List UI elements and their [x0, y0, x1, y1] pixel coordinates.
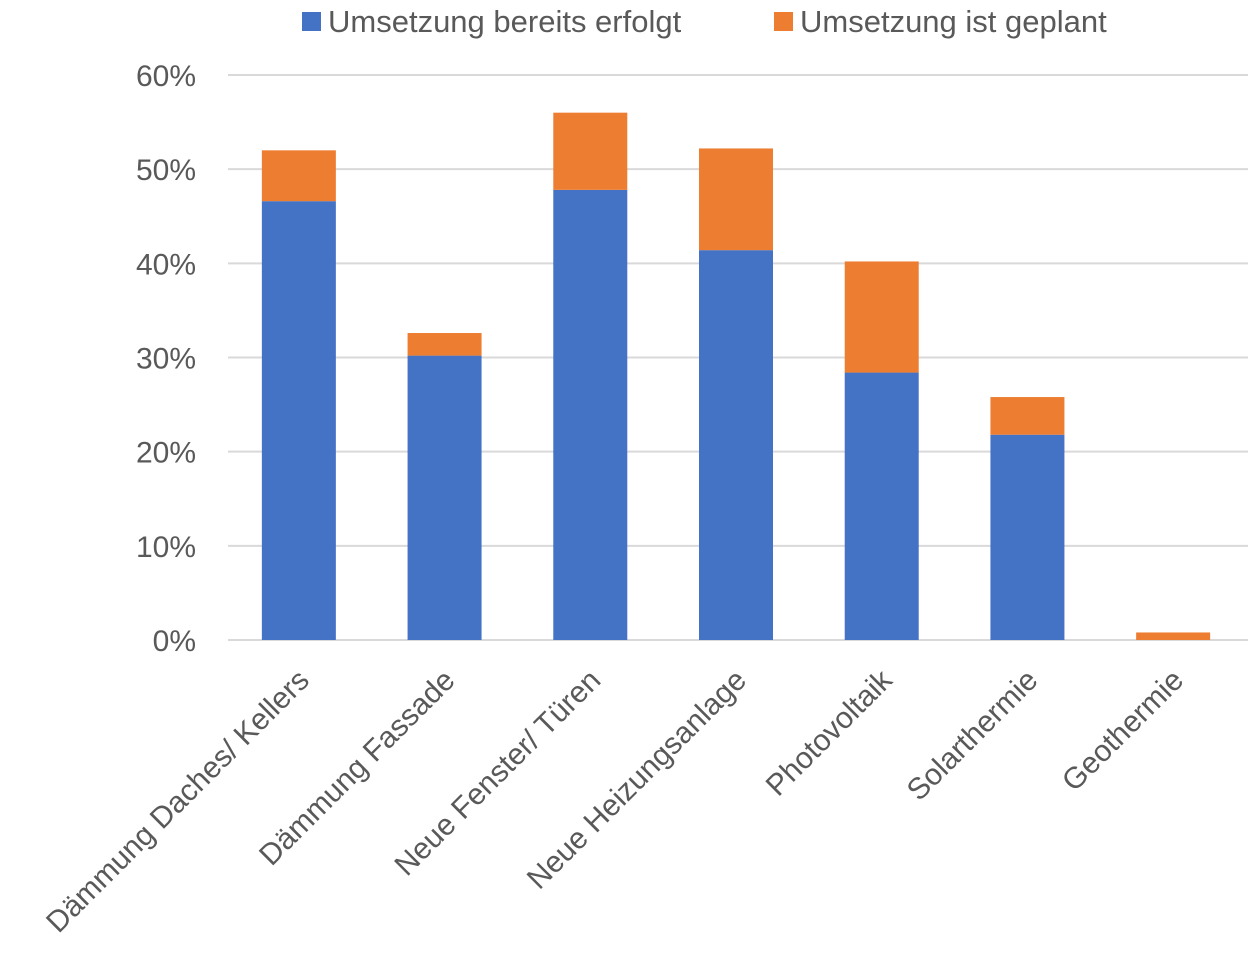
bar-segment-geplant: [553, 112, 628, 190]
x-tick-label: Dämmung Daches/ Kellers: [40, 664, 316, 940]
bar-segment-erfolgt: [844, 372, 919, 640]
y-tick-label: 40%: [136, 248, 196, 281]
legend: Umsetzung bereits erfolgt Umsetzung ist g…: [302, 4, 1107, 39]
bar-segment-geplant: [844, 261, 919, 373]
bars: [261, 112, 1211, 640]
y-tick-label: 0%: [153, 625, 196, 658]
bar-segment-geplant: [261, 150, 336, 202]
legend-label: Umsetzung ist geplant: [800, 4, 1107, 39]
bar-segment-erfolgt: [261, 201, 336, 640]
bar-segment-geplant: [699, 148, 773, 251]
y-tick-label: 50%: [136, 154, 196, 187]
bar-segment-geplant: [990, 397, 1065, 435]
y-tick-label: 30%: [136, 343, 196, 376]
bar-segment-geplant: [1136, 632, 1211, 640]
y-axis: 0% 10% 20% 30% 40% 50% 60%: [136, 60, 196, 658]
bar-segment-geplant: [407, 333, 482, 356]
legend-label: Umsetzung bereits erfolgt: [328, 4, 682, 39]
bar-segment-erfolgt: [699, 250, 773, 640]
y-tick-label: 10%: [136, 531, 196, 564]
bar-segment-erfolgt: [553, 189, 628, 640]
x-tick-label: Solarthermie: [901, 664, 1045, 808]
legend-swatch: [774, 12, 793, 31]
bar-segment-erfolgt: [990, 434, 1065, 640]
x-tick-label: Photovoltaik: [760, 663, 900, 803]
y-tick-label: 60%: [136, 60, 196, 93]
legend-swatch: [302, 12, 321, 31]
x-tick-label: Geothermie: [1056, 664, 1190, 798]
bar-segment-erfolgt: [407, 355, 482, 640]
y-tick-label: 20%: [136, 437, 196, 470]
